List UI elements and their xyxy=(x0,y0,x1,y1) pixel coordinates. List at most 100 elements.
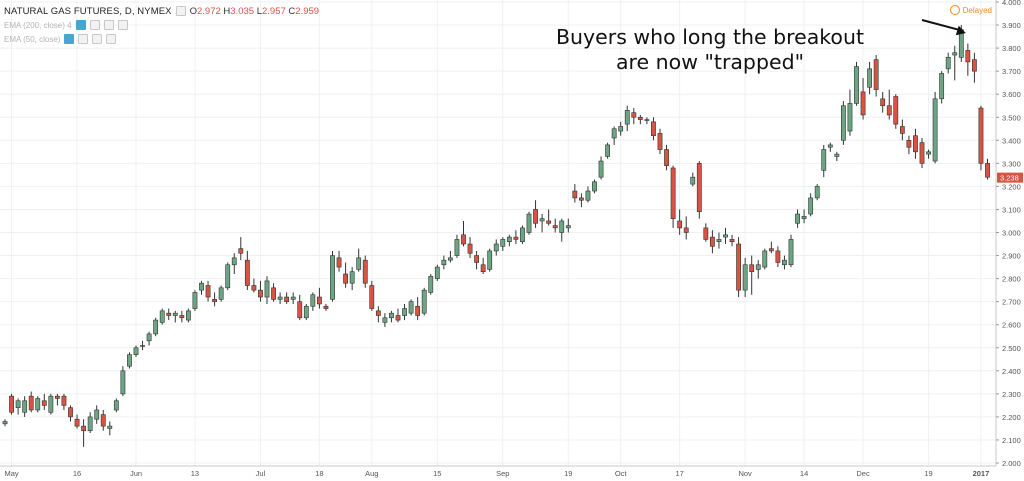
candle-body xyxy=(768,248,774,252)
candle xyxy=(447,250,453,263)
candle xyxy=(172,310,178,323)
study-row-ema50[interactable]: EMA (50, close) xyxy=(4,32,319,46)
candle-body xyxy=(742,264,748,291)
time-tick-label: 15 xyxy=(433,469,441,478)
candle-body xyxy=(749,264,755,272)
candle xyxy=(408,299,414,316)
settings-icon[interactable] xyxy=(89,20,100,30)
candle-body xyxy=(186,310,191,321)
candle xyxy=(690,172,696,187)
candle-body xyxy=(939,73,945,100)
time-tick-label: 2017 xyxy=(973,469,990,478)
candle xyxy=(323,303,329,311)
candle xyxy=(74,414,80,429)
candle xyxy=(238,237,244,261)
candle-body xyxy=(552,225,558,229)
candle-body xyxy=(389,312,394,319)
candle-body xyxy=(847,103,853,132)
price-tick-label: 2.800 xyxy=(1002,275,1021,284)
candle xyxy=(585,186,591,203)
candle xyxy=(316,287,322,309)
candle-body xyxy=(434,266,440,279)
candle xyxy=(840,101,846,145)
candle xyxy=(618,121,624,136)
candle-body xyxy=(506,236,512,243)
candle xyxy=(434,264,440,281)
delayed-label: Delayed xyxy=(962,5,992,15)
candle-body xyxy=(441,259,447,266)
price-tick-label: 2.400 xyxy=(1002,367,1021,376)
candle-body xyxy=(447,257,453,261)
candle xyxy=(644,117,650,125)
candle xyxy=(657,128,663,155)
more-icon[interactable] xyxy=(117,20,128,30)
candle-body xyxy=(375,310,381,316)
candle xyxy=(199,280,204,295)
price-tick-label: 3.500 xyxy=(1002,113,1021,122)
candle xyxy=(624,105,630,132)
candle-body xyxy=(736,243,741,291)
candle-body xyxy=(487,250,493,270)
candle xyxy=(113,398,119,413)
candle xyxy=(120,366,126,397)
high-label: H xyxy=(223,5,231,17)
candle-body xyxy=(461,234,466,245)
close-icon[interactable] xyxy=(103,20,114,30)
candle-body xyxy=(657,133,663,150)
time-tick-label: 19 xyxy=(924,469,932,478)
candle-body xyxy=(585,190,591,201)
eye-icon[interactable] xyxy=(64,34,75,44)
candle-body xyxy=(971,59,977,72)
close-icon[interactable] xyxy=(92,34,103,44)
settings-icon[interactable] xyxy=(78,34,89,44)
candle-body xyxy=(166,312,172,316)
candle-body xyxy=(539,218,545,222)
study-row-ema200[interactable]: EMA (200, close) 4 xyxy=(4,18,319,32)
low-value: 2.957 xyxy=(262,5,286,17)
candle xyxy=(362,255,368,288)
candle xyxy=(225,262,231,291)
candle-body xyxy=(945,57,951,70)
candle-body xyxy=(277,296,283,300)
candle xyxy=(140,340,145,351)
price-axis[interactable]: 4.000 3.900 3.800 3.700 3.600 3.500 3.400 3.300… xyxy=(995,0,1021,468)
clock-icon xyxy=(949,5,960,15)
candle xyxy=(919,137,925,168)
candle-body xyxy=(336,257,342,268)
time-axis[interactable]: May 16 Jun 13 Jul 18 Aug 15 Sep 19 Oct 17 Nov 14 Dec 19… xyxy=(0,465,996,478)
candle xyxy=(343,262,348,288)
candle-body xyxy=(22,400,28,413)
arrow-head xyxy=(955,25,966,36)
candle-body xyxy=(192,292,198,309)
candle-body xyxy=(330,255,335,300)
hide-icon[interactable] xyxy=(175,6,186,16)
price-tag-label: 3.238 xyxy=(1000,174,1019,183)
eye-icon[interactable] xyxy=(75,20,86,30)
candle xyxy=(303,303,309,321)
candle xyxy=(880,91,886,113)
candle xyxy=(389,310,394,323)
candle xyxy=(932,91,938,164)
candle-body xyxy=(133,347,139,355)
candle-body xyxy=(303,305,309,319)
candle xyxy=(572,184,578,203)
time-tick-label: 19 xyxy=(564,469,572,478)
candle xyxy=(35,396,41,413)
candle-body xyxy=(821,149,827,171)
more-icon[interactable] xyxy=(106,34,117,44)
candle-body xyxy=(2,421,8,425)
candle xyxy=(2,419,8,427)
candle-body xyxy=(146,333,152,342)
candle-body xyxy=(271,287,276,300)
candle xyxy=(500,237,506,251)
candle xyxy=(28,391,34,413)
price-tick-label: 2.900 xyxy=(1002,252,1021,261)
candle-body xyxy=(500,239,506,247)
candle-body xyxy=(480,264,486,272)
candle xyxy=(526,211,532,235)
candle xyxy=(945,52,951,74)
candle-body xyxy=(526,213,532,233)
candle xyxy=(552,218,558,233)
candle xyxy=(100,409,106,431)
